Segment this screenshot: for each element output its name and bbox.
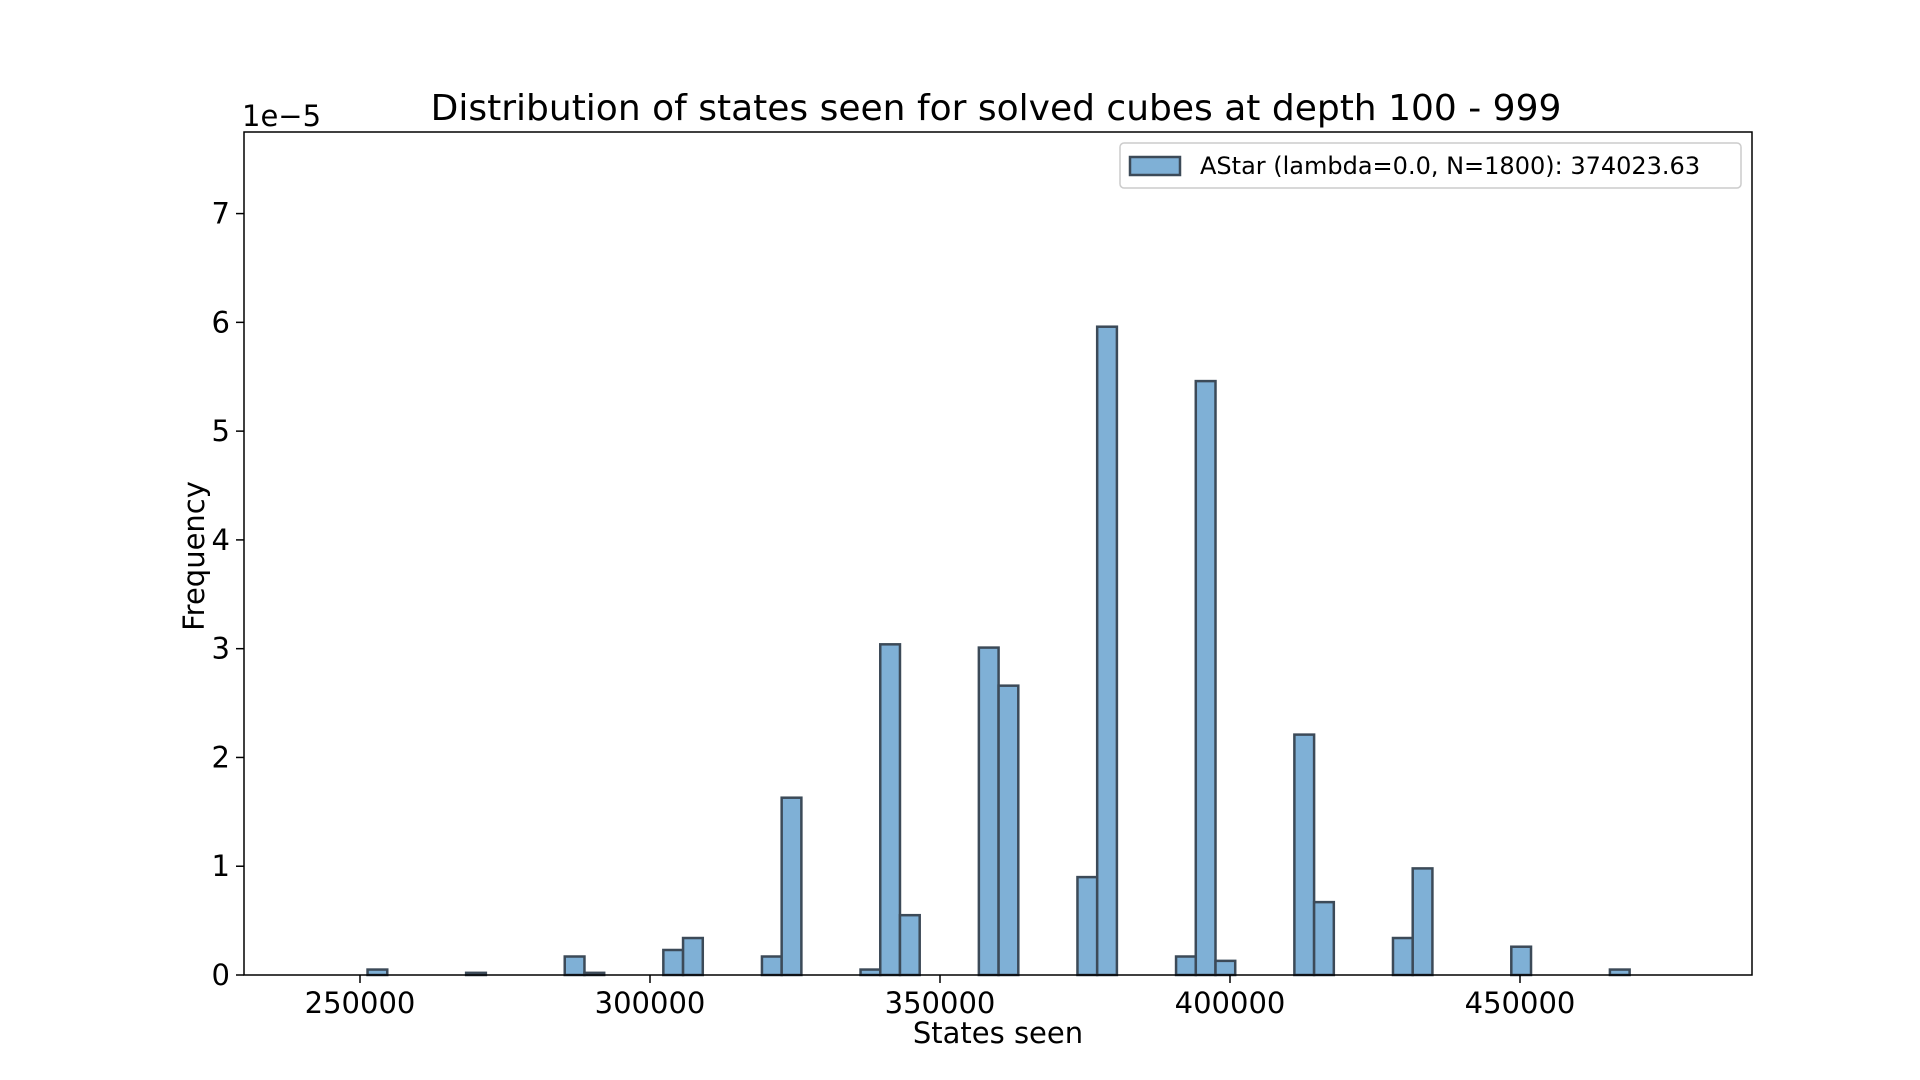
histogram-bar — [859, 968, 882, 977]
legend-frame — [1119, 142, 1742, 189]
x-axis-label: States seen — [913, 1016, 1083, 1050]
chart-title: Distribution of states seen for solved c… — [431, 88, 1562, 129]
y-axis: 0 1 2 3 4 5 6 7 — [212, 197, 244, 992]
y-tick-label: 3 — [212, 632, 230, 666]
histogram-bar — [879, 643, 902, 977]
histogram-bar — [1608, 968, 1631, 977]
x-tick-label: 350000 — [885, 986, 996, 1020]
histogram-bar — [977, 646, 1000, 977]
bars-group — [366, 325, 1631, 977]
y-scale-label: 1e−5 — [242, 99, 321, 133]
histogram-bar — [1174, 955, 1198, 977]
histogram-bar — [898, 913, 921, 977]
histogram-bar — [780, 796, 803, 977]
histogram-bar — [1076, 875, 1099, 977]
y-tick-label: 5 — [212, 414, 230, 448]
x-tick-label: 300000 — [595, 986, 706, 1020]
x-tick-label: 250000 — [305, 986, 416, 1020]
x-tick-label: 450000 — [1465, 986, 1576, 1020]
histogram-bar — [563, 955, 586, 977]
y-axis-label: Frequency — [177, 481, 211, 631]
histogram-bar — [1391, 936, 1414, 977]
histogram-bar — [1293, 733, 1316, 977]
histogram-bar — [366, 968, 389, 977]
histogram-bar — [1095, 325, 1119, 977]
legend-label: AStar (lambda=0.0, N=1800): 374023.63 — [1200, 152, 1700, 180]
legend: AStar (lambda=0.0, N=1800): 374023.63 — [1119, 142, 1742, 189]
x-axis: 250000 300000 350000 400000 450000 — [305, 975, 1576, 1020]
histogram-bar — [1411, 867, 1434, 977]
histogram-bar — [1510, 945, 1533, 977]
histogram-bar — [1194, 379, 1217, 977]
y-tick-label: 0 — [212, 958, 230, 992]
histogram-bar — [662, 948, 685, 977]
y-tick-label: 6 — [212, 305, 230, 339]
y-tick-label: 4 — [212, 523, 230, 557]
y-tick-label: 2 — [212, 740, 230, 774]
x-tick-label: 400000 — [1175, 986, 1286, 1020]
histogram-bar — [681, 936, 705, 977]
y-tick-label: 1 — [212, 849, 230, 883]
histogram-bar — [1214, 959, 1237, 977]
y-tick-label: 7 — [212, 197, 230, 231]
plot-area-frame — [243, 131, 1753, 976]
histogram-bar — [997, 684, 1020, 977]
legend-swatch — [1128, 155, 1182, 177]
histogram-bar — [760, 955, 783, 977]
histogram-bar — [1312, 900, 1336, 977]
